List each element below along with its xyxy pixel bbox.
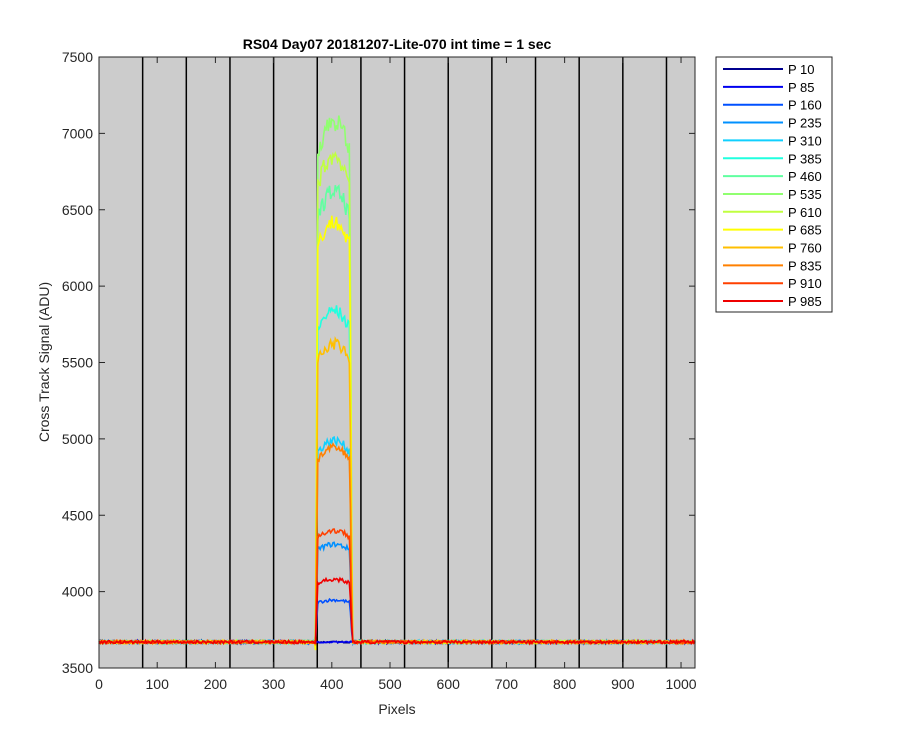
y-tick-label: 5000 <box>62 431 93 447</box>
x-tick-label: 700 <box>495 676 519 692</box>
x-tick-label: 100 <box>146 676 170 692</box>
legend-label: P 835 <box>788 258 822 273</box>
legend-label: P 235 <box>788 116 822 131</box>
y-tick-label: 7000 <box>62 125 93 141</box>
plot-area <box>99 57 695 668</box>
legend-label: P 985 <box>788 294 822 309</box>
y-axis: 3500 4000 4500 5000 5500 6000 6500 7000 7500 <box>62 49 695 676</box>
y-tick-label: 6500 <box>62 202 93 218</box>
x-tick-label: 900 <box>611 676 635 692</box>
series-group <box>98 115 696 651</box>
y-tick-label: 3500 <box>62 660 93 676</box>
x-tick-label: 200 <box>204 676 228 692</box>
legend-label: P 385 <box>788 151 822 166</box>
legend-label: P 685 <box>788 223 822 238</box>
legend-label: P 460 <box>788 169 822 184</box>
x-tick-label: 600 <box>437 676 461 692</box>
x-tick-label: 1000 <box>665 676 696 692</box>
x-tick-label: 400 <box>320 676 344 692</box>
x-tick-label: 300 <box>262 676 286 692</box>
legend: P 10 P 85 P 160 P 235 P 310 P 385 P 460 P 535 P … <box>715 56 833 313</box>
y-tick-label: 4000 <box>62 584 93 600</box>
y-axis-title: Cross Track Signal (ADU) <box>36 282 52 442</box>
y-tick-label: 5500 <box>62 355 93 371</box>
x-axis-title: Pixels <box>378 701 415 717</box>
legend-label: P 910 <box>788 276 822 291</box>
chart-title: RS04 Day07 20181207-Lite-070 int time = … <box>243 36 552 52</box>
x-tick-label: 800 <box>553 676 577 692</box>
legend-label: P 535 <box>788 187 822 202</box>
legend-box <box>715 56 833 313</box>
legend-label: P 610 <box>788 205 822 220</box>
x-axis: 0 100 200 300 400 500 600 700 800 900 1000 <box>95 57 697 692</box>
y-tick-label: 7500 <box>62 49 93 65</box>
legend-label: P 85 <box>788 80 815 95</box>
legend-label: P 160 <box>788 98 822 113</box>
legend-label: P 760 <box>788 241 822 256</box>
legend-label: P 10 <box>788 62 815 77</box>
legend-label: P 310 <box>788 133 822 148</box>
series-line <box>98 576 696 646</box>
x-tick-label: 500 <box>378 676 402 692</box>
y-tick-label: 6000 <box>62 278 93 294</box>
x-tick-label: 0 <box>95 676 103 692</box>
y-tick-label: 4500 <box>62 507 93 523</box>
